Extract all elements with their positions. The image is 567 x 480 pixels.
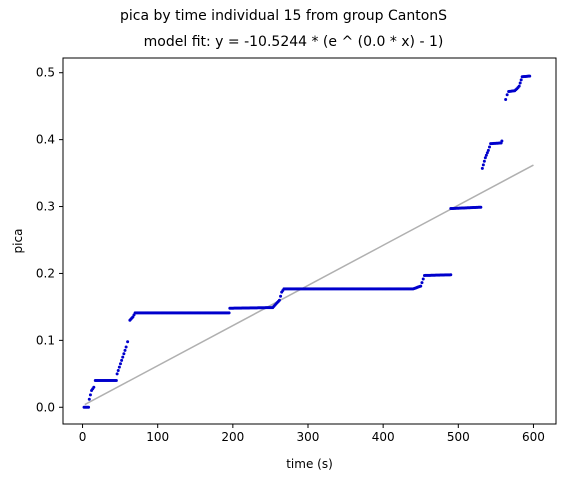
data-point (117, 365, 121, 369)
data-point (519, 78, 523, 82)
data-point (421, 277, 425, 281)
data-point (227, 311, 231, 315)
chart-title: pica by time individual 15 from group Ca… (119, 8, 448, 24)
data-point (481, 163, 485, 167)
data-point (114, 379, 118, 383)
data-point (87, 397, 91, 401)
y-tick-label: 0.2 (36, 266, 55, 280)
x-tick-label: 400 (372, 430, 395, 444)
x-tick-label: 200 (221, 430, 244, 444)
data-point (277, 298, 281, 302)
data-point (123, 348, 127, 352)
x-axis-label: time (s) (286, 457, 333, 471)
y-axis: 0.0 0.1 0.2 0.3 0.4 0.5 (36, 66, 63, 414)
data-point (483, 156, 487, 160)
data-point (88, 393, 92, 397)
data-point (118, 362, 122, 366)
data-point (484, 153, 488, 157)
y-tick-label: 0.4 (36, 133, 55, 147)
plot-frame (62, 57, 557, 425)
data-point (486, 148, 490, 152)
data-point (518, 81, 522, 85)
data-point (449, 273, 453, 277)
x-axis: 0 100 200 300 400 500 600 (79, 424, 545, 444)
x-tick-label: 0 (79, 430, 87, 444)
data-point (505, 93, 509, 97)
y-tick-label: 0.3 (36, 200, 55, 214)
points-layer (82, 74, 532, 409)
data-point (279, 294, 283, 298)
y-tick-label: 0.5 (36, 66, 55, 80)
data-point (528, 74, 532, 78)
x-tick-label: 300 (297, 430, 320, 444)
data-point (500, 139, 504, 143)
x-tick-label: 600 (522, 430, 545, 444)
fit-layer (84, 164, 534, 406)
data-point (487, 145, 491, 149)
data-point (504, 97, 508, 101)
data-point (420, 281, 424, 285)
data-point (480, 166, 484, 170)
y-tick-label: 0.0 (36, 400, 55, 414)
x-tick-label: 500 (447, 430, 470, 444)
x-tick-label: 100 (146, 430, 169, 444)
y-tick-label: 0.1 (36, 333, 55, 347)
data-point (479, 205, 483, 209)
data-point (482, 159, 486, 163)
data-point (92, 385, 96, 389)
data-point (120, 358, 124, 362)
data-point (126, 340, 130, 344)
data-point (115, 372, 119, 376)
data-point (485, 151, 489, 155)
y-axis-label: pica (11, 229, 25, 254)
data-point (122, 352, 126, 356)
data-point (87, 405, 91, 409)
data-point (116, 368, 120, 372)
data-point (419, 284, 423, 288)
data-point (121, 355, 125, 359)
data-point (517, 84, 521, 88)
chart-subtitle: model fit: y = -10.5244 * (e ^ (0.0 * x)… (143, 34, 444, 50)
fit-line (84, 164, 534, 406)
data-point (124, 345, 128, 349)
